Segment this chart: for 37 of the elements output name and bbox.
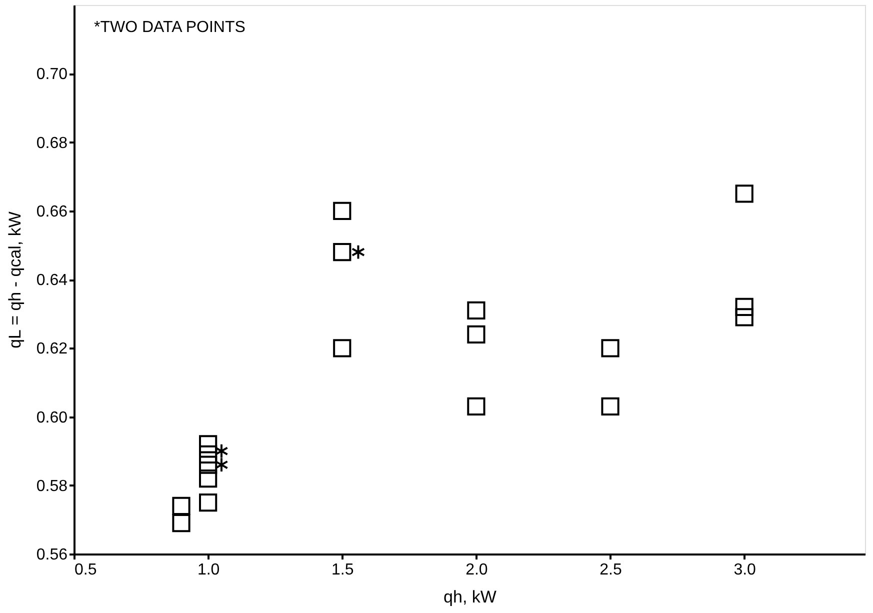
point — [214, 443, 228, 459]
y-tick-label: 0.66 — [36, 203, 68, 220]
point — [735, 308, 754, 326]
point — [199, 435, 218, 454]
point — [214, 457, 228, 472]
x-tick-label: 2.5 — [600, 562, 622, 578]
point — [467, 325, 486, 344]
point — [199, 469, 218, 488]
point — [351, 244, 366, 260]
y-tick-label: 0.60 — [36, 409, 68, 426]
point — [467, 301, 486, 320]
x-tick-label: 2.0 — [466, 562, 488, 578]
x-tick-label: 1.0 — [197, 562, 220, 578]
x-tick-label: 0.5 — [74, 562, 97, 578]
y-axis-title: qL = qh - qcal, kW — [5, 212, 24, 348]
y-tick-label: 0.64 — [36, 272, 68, 289]
y-tick-label: 0.70 — [36, 66, 68, 84]
point — [601, 339, 620, 358]
point — [601, 397, 620, 416]
point — [333, 339, 352, 358]
x-tick-label: 1.5 — [332, 562, 354, 578]
point — [735, 298, 754, 316]
point — [199, 456, 218, 474]
x-axis-title: qh, kW — [444, 588, 496, 606]
y-tick-label: 0.58 — [36, 478, 68, 495]
point — [735, 184, 754, 203]
annotation: *TWO DATA POINTS — [94, 19, 246, 36]
point — [172, 514, 190, 532]
point — [199, 493, 218, 512]
y-tick-label: 0.62 — [36, 340, 68, 358]
y-tick-label: 0.56 — [36, 546, 68, 564]
point — [333, 202, 352, 220]
point — [172, 496, 190, 516]
point — [467, 397, 486, 416]
x-tick-label: 3.0 — [734, 562, 756, 578]
point — [333, 242, 352, 262]
y-tick-label: 0.68 — [36, 134, 68, 152]
